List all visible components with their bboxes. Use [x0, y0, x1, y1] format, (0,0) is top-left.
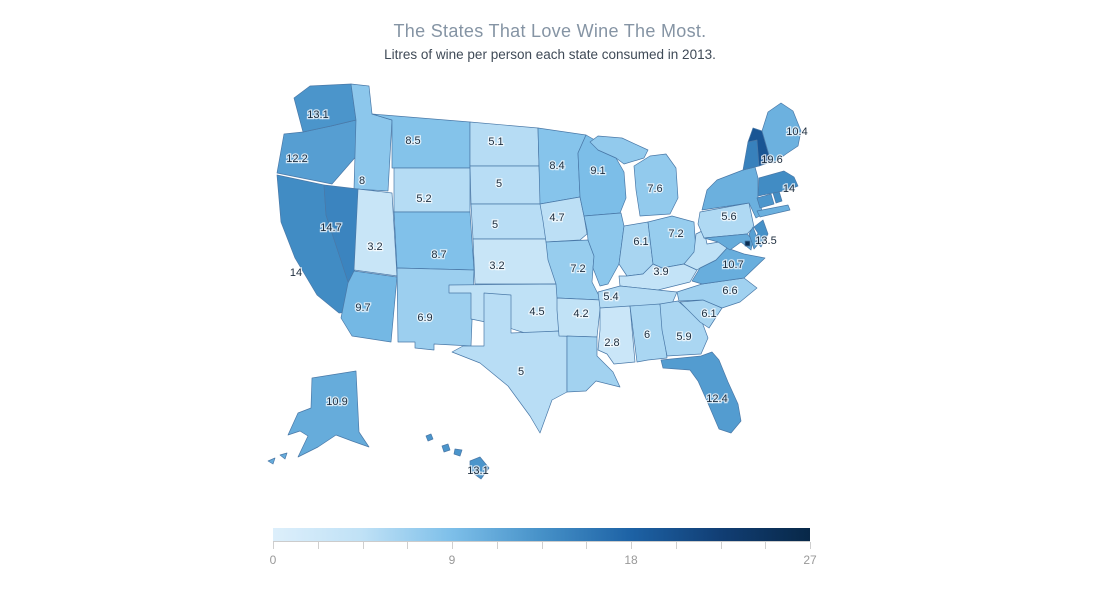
state-arizona[interactable]: Arizona: 9.7 — [340, 270, 398, 343]
state-alaska[interactable]: Alaska: 10.9 — [267, 457, 276, 465]
state-hawaii[interactable]: Hawaii: 13.1 — [425, 433, 434, 442]
color-axis-ticks — [273, 542, 811, 550]
state-alaska[interactable]: Alaska: 10.9 — [279, 452, 288, 460]
color-axis-tick — [362, 542, 364, 549]
color-axis-tick-label: 9 — [448, 553, 456, 567]
color-axis-tick — [317, 542, 319, 549]
state-alaska[interactable]: Alaska: 10.9 — [287, 370, 370, 458]
state-florida[interactable]: Florida: 12.4 — [660, 351, 742, 434]
state-south-dakota[interactable]: South Dakota: 5 — [469, 165, 542, 205]
state-north-dakota[interactable]: North Dakota: 5.1 — [469, 121, 540, 167]
chart-subtitle: Litres of wine per person each state con… — [384, 47, 716, 62]
state-new-mexico[interactable]: New Mexico: 6.9 — [396, 267, 475, 351]
color-axis-tick — [541, 542, 543, 549]
state-hawaii[interactable]: Hawaii: 13.1 — [453, 448, 463, 457]
state-mississippi[interactable]: Mississippi: 2.8 — [597, 305, 636, 365]
state-new-york[interactable]: New York: 10.5 — [756, 204, 791, 218]
state-new-york[interactable]: New York: 10.5 — [701, 166, 764, 219]
state-georgia[interactable]: Georgia: 5.9 — [659, 300, 709, 357]
state-idaho[interactable]: Idaho: 8 — [350, 83, 393, 192]
color-axis-tick — [586, 542, 588, 549]
state-connecticut[interactable]: Connecticut: 13 — [756, 193, 775, 209]
state-michigan[interactable]: Michigan: 7.6 — [589, 135, 649, 165]
color-axis-bar — [273, 528, 810, 542]
state-hawaii[interactable]: Hawaii: 13.1 — [469, 456, 490, 480]
state-wyoming[interactable]: Wyoming: 5.2 — [393, 167, 471, 213]
color-axis-tick — [273, 542, 274, 549]
state-value-label-california: 14 — [290, 267, 302, 279]
state-vermont[interactable]: Vermont: 15 — [742, 139, 760, 171]
color-axis-tick — [407, 542, 409, 549]
color-axis-tick — [675, 542, 677, 549]
state-texas[interactable]: Texas: 5 — [451, 292, 568, 434]
state-indiana[interactable]: Indiana: 6.1 — [618, 221, 654, 277]
color-axis-tick — [765, 542, 767, 549]
state-district-of-columbia[interactable]: District of Columbia: 26 — [744, 240, 751, 247]
color-axis-tick-label: 27 — [803, 553, 817, 567]
state-maine[interactable]: Maine: 10.4 — [761, 102, 802, 164]
color-axis-tick — [631, 542, 632, 549]
state-arkansas[interactable]: Arkansas: 4.2 — [556, 297, 602, 338]
state-massachusetts[interactable]: Massachusetts: 14 — [757, 170, 799, 197]
state-illinois[interactable]: Illinois: 8 — [583, 212, 625, 287]
color-axis-tick — [496, 542, 498, 549]
us-choropleth-map: California: 14Oregon: 12.2Washington: 13… — [267, 83, 809, 480]
state-new-jersey[interactable]: New Jersey: 13.5 — [753, 219, 769, 248]
color-axis-tick — [720, 542, 722, 549]
state-oregon[interactable]: Oregon: 12.2 — [276, 119, 360, 185]
state-kansas[interactable]: Kansas: 3.2 — [472, 238, 558, 285]
state-louisiana[interactable]: Louisiana: 6.5 — [566, 335, 621, 393]
state-colorado[interactable]: Colorado: 8.7 — [393, 211, 475, 271]
color-axis-labels: 0 9 18 27 — [269, 553, 817, 569]
state-iowa[interactable]: Iowa: 4.7 — [539, 196, 588, 243]
color-axis-tick — [810, 542, 811, 549]
color-axis-tick — [452, 542, 453, 549]
state-alabama[interactable]: Alabama: 6 — [629, 303, 668, 363]
color-axis-tick-label: 18 — [624, 553, 638, 567]
color-axis: 0 9 18 27 — [269, 528, 817, 569]
chart-title: The States That Love Wine The Most. — [393, 21, 707, 41]
state-hawaii[interactable]: Hawaii: 13.1 — [441, 443, 451, 453]
state-utah[interactable]: Utah: 3.2 — [353, 188, 398, 277]
color-axis-tick-label: 0 — [269, 553, 277, 567]
state-michigan[interactable]: Michigan: 7.6 — [633, 153, 679, 217]
